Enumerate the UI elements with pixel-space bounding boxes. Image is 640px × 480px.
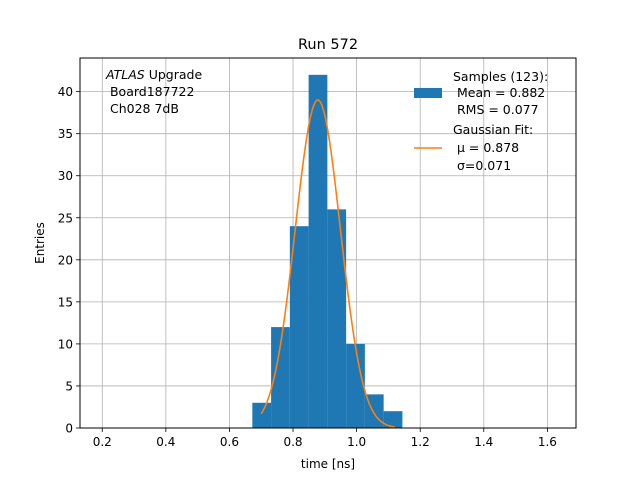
y-tick-label: 30 xyxy=(58,169,73,183)
fit-curve xyxy=(260,99,395,428)
y-tick-label: 25 xyxy=(58,211,73,225)
histogram-bar xyxy=(289,226,309,428)
legend-fit-line-2: μ = 0.878 xyxy=(453,140,519,155)
legend-fit-line-1: Gaussian Fit: xyxy=(453,122,533,137)
histogram-bar xyxy=(271,327,290,428)
y-tick-label: 40 xyxy=(58,85,73,99)
svg-text:ATLAS Upgrade: ATLAS Upgrade xyxy=(105,67,202,82)
x-tick-label: 1.2 xyxy=(411,435,430,449)
y-axis-label: Entries xyxy=(33,222,47,264)
x-tick-label: 0.4 xyxy=(156,435,175,449)
gaussian-fit xyxy=(260,99,395,428)
y-axis-ticks: 0 5 10 15 20 25 30 35 40 xyxy=(58,85,80,436)
legend-samples-line-3: RMS = 0.077 xyxy=(453,102,539,117)
histogram-bar xyxy=(252,402,272,428)
y-tick-label: 20 xyxy=(58,253,73,267)
legend-fit-line-3: σ=0.071 xyxy=(453,158,511,173)
histogram-bar xyxy=(383,411,403,428)
legend-samples-line-1: Samples (123): xyxy=(453,69,548,84)
annotation-channel: Ch028 7dB xyxy=(106,101,179,116)
x-tick-label: 0.6 xyxy=(220,435,239,449)
plot-frame xyxy=(79,57,577,429)
chart-title: Run 572 xyxy=(298,37,358,53)
annotation-upgrade: Upgrade xyxy=(145,67,203,82)
legend-samples-line-2: Mean = 0.882 xyxy=(453,85,545,100)
x-tick-label: 1.0 xyxy=(347,435,366,449)
y-tick-label: 35 xyxy=(58,127,73,141)
histogram-bar xyxy=(346,343,365,428)
x-tick-label: 0.2 xyxy=(93,435,112,449)
y-tick-label: 5 xyxy=(65,379,73,393)
x-tick-label: 1.6 xyxy=(538,435,557,449)
legend: Samples (123): Mean = 0.882 RMS = 0.077 … xyxy=(414,69,548,173)
x-tick-label: 1.4 xyxy=(474,435,493,449)
y-tick-label: 15 xyxy=(58,295,73,309)
atlas-annotation: ATLAS Upgrade Board187722 Ch028 7dB xyxy=(105,67,202,116)
legend-samples-swatch xyxy=(414,88,442,98)
histogram-bar xyxy=(327,209,347,428)
x-axis-ticks: 0.2 0.4 0.6 0.8 1.0 1.2 1.4 1.6 xyxy=(93,428,557,449)
annotation-board: Board187722 xyxy=(106,84,194,99)
y-tick-label: 10 xyxy=(58,337,73,351)
histogram-bar xyxy=(308,74,328,429)
x-axis-label: time [ns] xyxy=(301,457,355,471)
y-tick-label: 0 xyxy=(65,422,73,436)
x-tick-label: 0.8 xyxy=(283,435,302,449)
annotation-atlas: ATLAS xyxy=(105,67,145,82)
